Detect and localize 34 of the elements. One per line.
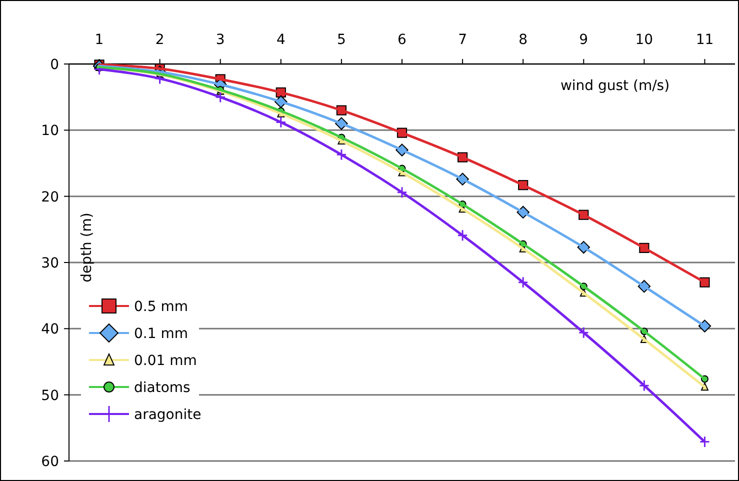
x-tick-label: 9 bbox=[579, 32, 588, 48]
point bbox=[396, 186, 408, 198]
x-tick-label: 1 bbox=[94, 32, 104, 48]
legend-label: 0.1 mm bbox=[134, 326, 188, 342]
y-axis-title: depth (m) bbox=[79, 212, 95, 282]
x-tick-label: 6 bbox=[398, 32, 407, 48]
y-tick-label: 30 bbox=[41, 256, 59, 272]
y-tick-label: 50 bbox=[41, 388, 59, 404]
x-tick-label: 8 bbox=[518, 32, 528, 48]
point bbox=[699, 436, 710, 448]
x-tick-label: 4 bbox=[276, 32, 286, 48]
y-tick-label: 60 bbox=[41, 454, 59, 470]
x-tick-label: 5 bbox=[336, 32, 346, 48]
point bbox=[578, 326, 589, 339]
point bbox=[518, 276, 528, 288]
point bbox=[336, 148, 347, 161]
legend-label: diatoms bbox=[134, 380, 190, 396]
legend-label: aragonite bbox=[134, 407, 202, 423]
x-tick-label: 3 bbox=[216, 32, 225, 48]
x-tick-label: 10 bbox=[635, 32, 654, 48]
point bbox=[276, 116, 286, 128]
y-tick-label: 10 bbox=[41, 123, 59, 140]
y-tick-label: 40 bbox=[41, 322, 59, 338]
point bbox=[457, 229, 468, 242]
x-tick-label: 7 bbox=[458, 32, 468, 48]
x-axis-title: wind gust (m/s) bbox=[560, 78, 670, 94]
point bbox=[638, 380, 650, 392]
legend-label: 0.5 mm bbox=[134, 299, 188, 315]
legend-label: 0.01 mm bbox=[134, 353, 197, 369]
point bbox=[215, 91, 226, 104]
y-tick-label: 20 bbox=[41, 189, 59, 206]
x-tick-label: 11 bbox=[696, 32, 714, 48]
y-tick-label: 0 bbox=[50, 57, 59, 73]
x-tick-label: 2 bbox=[155, 32, 164, 48]
